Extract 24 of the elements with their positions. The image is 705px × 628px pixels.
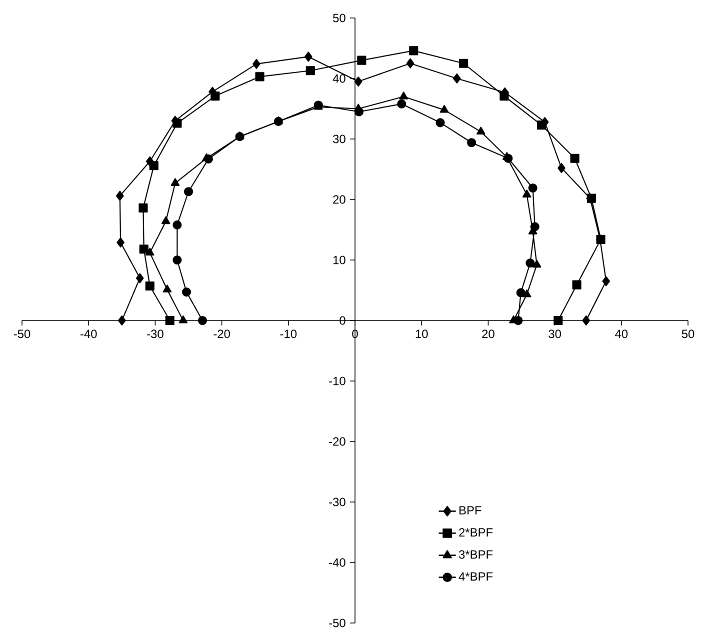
legend-label: BPF [459,506,482,514]
x-tick-label: 40 [615,330,628,338]
y-tick-label: 20 [333,195,346,204]
y-tick-label: -30 [329,498,346,506]
y-tick-label: 40 [332,74,346,83]
legend-label: 2*BPF [459,528,493,537]
x-tick-label: -20 [214,330,230,338]
y-tick-label: -40 [329,558,346,567]
x-tick-label: 10 [416,330,428,338]
y-tick-label: 10 [333,256,346,264]
x-tick-label: 20 [482,330,494,338]
y-tick-label: -10 [329,376,346,386]
x-tick-label: -10 [280,330,297,338]
legend-label: 3*BPF [458,550,493,559]
x-tick-label: 30 [548,330,561,338]
legend-label: 4*BPF [458,572,493,581]
x-tick-label: 50 [682,330,694,338]
y-tick-label: 30 [332,134,346,144]
x-tick-label: -40 [80,330,97,338]
y-tick-label: -50 [329,618,346,628]
x-tick-label: -30 [147,330,164,338]
y-tick-label: -20 [329,437,346,446]
x-tick-label: -50 [14,330,30,338]
y-tick-label: 50 [333,14,346,22]
